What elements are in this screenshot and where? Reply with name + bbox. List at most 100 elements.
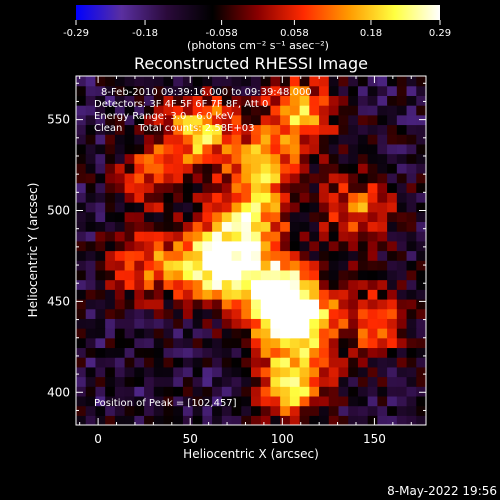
heatmap-cell: [202, 269, 213, 281]
heatmap-cell: [192, 337, 203, 349]
heatmap-cell: [153, 405, 165, 416]
heatmap-cell: [124, 328, 135, 339]
heatmap-cell: [377, 134, 388, 145]
heatmap-cell: [367, 202, 378, 213]
heatmap-cell: [406, 95, 417, 106]
heatmap-cell: [173, 95, 184, 106]
heatmap-cell: [270, 376, 281, 387]
heatmap-cell: [338, 366, 349, 378]
heatmap-cell: [182, 172, 194, 184]
heatmap-cell: [85, 105, 97, 116]
heatmap-cell: [134, 308, 145, 319]
heatmap-cell: [144, 279, 155, 290]
heatmap-cell: [212, 95, 223, 106]
heatmap-cell: [231, 376, 242, 387]
heatmap-cell: [319, 347, 330, 358]
heatmap-cell: [367, 337, 378, 349]
heatmap-cell: [153, 182, 165, 193]
heatmap-cell: [251, 172, 262, 184]
heatmap-cell: [338, 211, 349, 223]
heatmap-cell: [377, 337, 388, 349]
heatmap-cell: [406, 289, 417, 300]
heatmap-cell: [416, 357, 426, 368]
heatmap-cell: [367, 405, 378, 416]
heatmap-cell: [260, 260, 272, 271]
x-tick-label: 50: [183, 432, 198, 446]
heatmap-cell: [280, 347, 291, 358]
heatmap-cell: [221, 269, 233, 281]
heatmap-cell: [338, 376, 349, 387]
heatmap-cell: [338, 395, 349, 407]
heatmap-cell: [377, 405, 388, 416]
heatmap-cell: [173, 328, 184, 339]
heatmap-cell: [319, 376, 330, 387]
heatmap-cell: [76, 279, 87, 290]
heatmap-cell: [299, 182, 310, 193]
heatmap-cell: [76, 376, 87, 387]
heatmap-cell: [387, 289, 398, 300]
heatmap-cell: [241, 134, 252, 145]
heatmap-cell: [319, 298, 330, 310]
heatmap-cell: [328, 172, 340, 184]
heatmap-cell: [105, 182, 116, 193]
heatmap-cell: [192, 76, 203, 87]
heatmap-cell: [328, 231, 340, 242]
heatmap-cell: [338, 85, 349, 96]
heatmap-cell: [328, 182, 340, 193]
heatmap-cell: [328, 395, 340, 407]
heatmap-cell: [416, 240, 426, 252]
heatmap-cell: [144, 163, 155, 174]
heatmap-cell: [241, 114, 252, 126]
heatmap-cell: [221, 163, 233, 174]
heatmap-cell: [328, 85, 340, 96]
heatmap-cell: [221, 386, 233, 397]
heatmap-cell: [416, 328, 426, 339]
heatmap-cell: [280, 153, 291, 164]
heatmap-cell: [95, 172, 106, 184]
heatmap-cell: [289, 211, 301, 223]
heatmap-cell: [231, 415, 242, 425]
heatmap-cell: [144, 415, 155, 425]
heatmap-cell: [105, 76, 116, 87]
heatmap-cell: [192, 153, 203, 164]
heatmap-cell: [270, 240, 281, 252]
heatmap-cell: [144, 172, 155, 184]
heatmap-cell: [221, 76, 233, 87]
heatmap-cell: [289, 134, 301, 145]
heatmap-cell: [260, 163, 272, 174]
heatmap-cell: [270, 405, 281, 416]
heatmap-cell: [221, 347, 233, 358]
heatmap-cell: [367, 76, 378, 87]
heatmap-cell: [144, 211, 155, 223]
heatmap-cell: [144, 308, 155, 319]
heatmap-cell: [221, 105, 233, 116]
heatmap-cell: [182, 105, 194, 116]
heatmap-cell: [377, 95, 388, 106]
heatmap-cell: [221, 124, 233, 135]
heatmap-cell: [406, 76, 417, 87]
heatmap-cell: [202, 250, 213, 261]
heatmap-cell: [309, 163, 320, 174]
heatmap-cell: [231, 347, 242, 358]
heatmap-cell: [153, 105, 165, 116]
heatmap-cell: [319, 386, 330, 397]
heatmap-cell: [153, 395, 165, 407]
heatmap-cell: [182, 395, 194, 407]
heatmap-cell: [192, 386, 203, 397]
colorbar-tick-label: 0.29: [429, 28, 451, 39]
heatmap-cell: [153, 357, 165, 368]
heatmap-cell: [182, 260, 194, 271]
heatmap-cell: [212, 153, 223, 164]
heatmap-cell: [377, 318, 388, 329]
heatmap-cell: [319, 153, 330, 164]
heatmap-cell: [299, 192, 310, 203]
heatmap-cell: [241, 298, 252, 310]
heatmap-cell: [76, 405, 87, 416]
colorbar-tick-label: -0.29: [63, 28, 89, 39]
heatmap-cell: [338, 114, 349, 126]
heatmap-cell: [377, 124, 388, 135]
heatmap-cell: [367, 395, 378, 407]
heatmap-cell: [241, 95, 252, 106]
heatmap-cell: [289, 182, 301, 193]
heatmap-cell: [328, 134, 340, 145]
